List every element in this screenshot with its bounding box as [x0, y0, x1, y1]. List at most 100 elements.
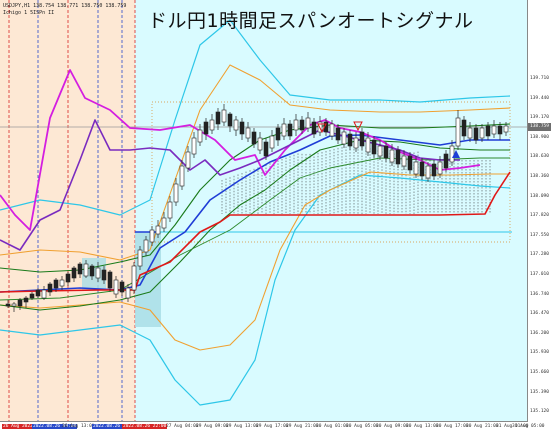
candle-up [155, 225, 161, 235]
candle-down [71, 267, 77, 279]
price-tick-label: 138.900 [530, 134, 549, 140]
price-chart-plot[interactable]: ドル円1時間足スパンオートシグナル USDJPY,H1 138.754 138.… [0, 0, 528, 422]
candle-down [359, 131, 365, 147]
time-tick-label: 30 Aug 21:00 [466, 424, 499, 429]
candle-down [443, 153, 449, 169]
candle-up [365, 137, 371, 153]
candle-up [113, 279, 119, 295]
time-tick-label: 2022.08.26 09:00 [32, 424, 78, 429]
price-tick-label: 135.660 [530, 370, 549, 375]
price-tick-label: 139.710 [530, 76, 549, 81]
time-tick-label: 31 Aug 05:00 [512, 424, 545, 429]
candle-down [203, 121, 209, 135]
candle-down [239, 121, 245, 135]
candle-up [191, 137, 197, 155]
price-axis[interactable]: 139.710 139.440 139.170 138.900 138.630 138.3… [528, 0, 551, 422]
time-tick-label: 26 Aug 2022 [2, 424, 34, 429]
candle-up [455, 117, 461, 147]
candle-down [101, 269, 107, 281]
candle-up [125, 287, 131, 299]
bb-upper-2sigma [0, 19, 511, 216]
price-tick-label: 137.820 [530, 213, 549, 219]
bb-upper-1sigma [0, 64, 511, 261]
candle-down [275, 127, 281, 141]
candle-down [485, 125, 491, 137]
candle-up [95, 267, 101, 279]
candle-up [83, 263, 89, 277]
candle-up [137, 249, 143, 267]
time-tick-label: 2022.08.26 18:00 [92, 424, 138, 429]
time-tick-label: 30 Aug 09:00 [376, 424, 409, 429]
candle-up [173, 183, 179, 203]
price-tick-label: 137.010 [530, 272, 549, 277]
candle-up [167, 201, 173, 219]
candle-up [149, 229, 155, 243]
candle-up [329, 123, 335, 137]
candle-up [269, 135, 275, 149]
candle-down [23, 297, 29, 303]
candle-up [131, 265, 137, 291]
candle-down [5, 303, 11, 307]
chart-canvas [0, 0, 527, 421]
candle-up [257, 137, 263, 151]
candle-down [107, 271, 113, 289]
candle-down [395, 149, 401, 165]
kijun-red [0, 171, 511, 293]
candle-down [461, 119, 467, 137]
candle-up [161, 217, 167, 229]
time-tick-label: 29 Aug 13:00 [226, 424, 259, 429]
current-price-label: 138.759 [528, 123, 551, 131]
candle-down [419, 161, 425, 177]
candle-down [35, 289, 41, 297]
price-tick-label: 136.200 [530, 330, 549, 336]
candle-up [221, 109, 227, 123]
candle-down [335, 127, 341, 141]
candle-down [65, 273, 71, 283]
price-tick-label: 138.090 [530, 193, 549, 199]
candle-down [29, 293, 35, 299]
candle-up [245, 127, 251, 139]
time-tick-label: 30 Aug 01:00 [316, 424, 349, 429]
bb-lower-2sigma [0, 174, 511, 406]
time-tick-label: 31 Aug 01:00 [496, 424, 529, 429]
candle-up [305, 117, 311, 129]
candle-up [449, 145, 455, 163]
sell-signal-marker [353, 121, 363, 132]
time-axis[interactable]: 26 Aug 2022 2022.08.26 09:00 26 Aug 13:00 2… [0, 422, 545, 436]
candle-up [437, 161, 443, 175]
session-shading [0, 0, 135, 421]
candle-up [413, 161, 419, 175]
candle-down [383, 145, 389, 159]
indicator-info: Ichigo 1 5ISPn II [3, 10, 55, 16]
candle-up [503, 125, 509, 133]
candle-down [119, 281, 125, 293]
candle-up [197, 129, 203, 143]
candle-down [299, 119, 305, 131]
price-tick-label: 138.630 [530, 154, 549, 160]
candle-up [209, 119, 215, 131]
candle-down [89, 265, 95, 277]
candle-up [377, 145, 383, 157]
candle-up [467, 127, 473, 139]
time-tick-label: 26 Aug 13:00 [62, 424, 95, 429]
price-tick-label: 135.930 [530, 350, 549, 356]
candle-down [47, 283, 53, 293]
price-tick-label: 136.470 [530, 311, 549, 317]
time-tick-label: 29 Aug 17:00 [256, 424, 289, 429]
price-tick-label: 137.550 [530, 232, 549, 238]
candle-down [497, 125, 503, 135]
candle-down [407, 155, 413, 171]
time-tick-label: 29 Aug 09:00 [196, 424, 229, 429]
candle-up [233, 119, 239, 131]
candle-up [281, 123, 287, 137]
candle-down [473, 127, 479, 141]
candle-up [293, 119, 299, 131]
chart-title: ドル円1時間足スパンオートシグナル [148, 10, 474, 32]
candle-up [389, 149, 395, 163]
ma-slow-green [0, 139, 510, 311]
price-tick-label: 135.390 [530, 389, 549, 395]
candle-up [425, 165, 431, 179]
candle-up [143, 239, 149, 253]
candle-down [431, 163, 437, 177]
price-tick-label: 138.360 [530, 174, 549, 179]
